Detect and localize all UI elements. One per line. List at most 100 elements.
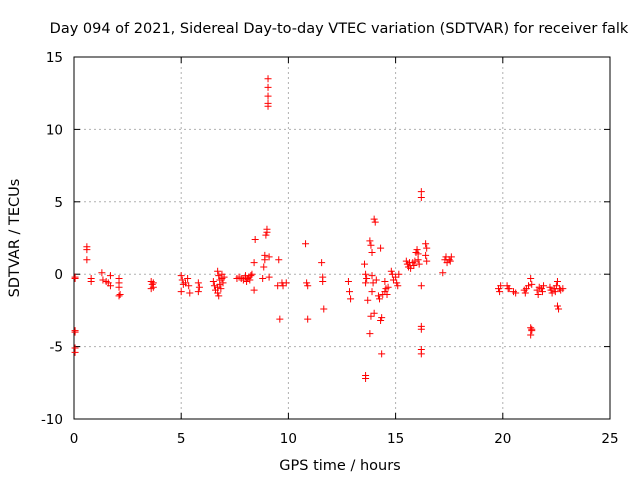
chart-title: Day 094 of 2021, Sidereal Day-to-day VTE… bbox=[50, 21, 629, 37]
data-point-plus bbox=[303, 279, 311, 287]
data-point-plus bbox=[265, 273, 273, 281]
data-point-plus bbox=[370, 309, 378, 317]
data-point-plus bbox=[528, 325, 536, 333]
data-point-plus bbox=[186, 289, 194, 297]
data-point-plus bbox=[263, 225, 271, 233]
data-point-plus bbox=[195, 283, 203, 291]
data-point-plus bbox=[217, 285, 225, 293]
data-point-plus bbox=[242, 272, 250, 280]
data-point-plus bbox=[553, 302, 561, 310]
data-point-plus bbox=[414, 256, 422, 264]
data-point-plus bbox=[344, 277, 352, 285]
data-point-plus bbox=[259, 275, 267, 283]
data-point-plus bbox=[393, 279, 401, 287]
data-point-plus bbox=[423, 257, 431, 265]
data-point-plus bbox=[264, 92, 272, 100]
data-point-plus bbox=[369, 279, 377, 287]
data-point-plus bbox=[512, 289, 520, 297]
data-point-plus bbox=[446, 257, 454, 265]
data-point-plus bbox=[559, 285, 567, 293]
data-point-plus bbox=[505, 285, 513, 293]
data-point-plus bbox=[540, 282, 548, 290]
data-point-plus bbox=[71, 328, 79, 336]
data-point-plus bbox=[555, 305, 563, 313]
data-point-plus bbox=[248, 270, 256, 278]
data-point-plus bbox=[552, 282, 560, 290]
data-point-plus bbox=[496, 288, 504, 296]
y-tick-label: 15 bbox=[46, 50, 63, 66]
data-point-plus bbox=[407, 264, 415, 272]
x-tick-labels: 0 5 10 15 20 25 bbox=[70, 431, 619, 447]
data-point-plus bbox=[368, 288, 376, 296]
data-point-plus bbox=[525, 282, 533, 290]
data-point-plus bbox=[497, 282, 505, 290]
data-point-plus bbox=[276, 315, 284, 323]
data-point-plus bbox=[177, 272, 185, 280]
data-points bbox=[71, 75, 567, 382]
axis-ticks bbox=[73, 56, 611, 420]
data-point-plus bbox=[215, 272, 223, 280]
data-point-plus bbox=[362, 270, 370, 278]
data-point-plus bbox=[415, 260, 423, 268]
data-point-plus bbox=[304, 282, 312, 290]
data-point-plus bbox=[184, 275, 192, 283]
data-point-plus bbox=[250, 286, 258, 294]
data-point-plus bbox=[245, 273, 253, 281]
x-tick-label: 25 bbox=[601, 431, 618, 447]
data-point-plus bbox=[246, 276, 254, 284]
data-point-plus bbox=[367, 312, 375, 320]
data-point-plus bbox=[185, 282, 193, 290]
data-point-plus bbox=[215, 292, 223, 300]
data-point-plus bbox=[364, 296, 372, 304]
data-point-plus bbox=[178, 276, 186, 284]
data-point-plus bbox=[422, 240, 430, 248]
data-point-plus bbox=[366, 330, 374, 338]
data-point-plus bbox=[384, 283, 392, 291]
data-point-plus bbox=[264, 99, 272, 107]
data-point-plus bbox=[387, 267, 395, 275]
data-point-plus bbox=[417, 193, 425, 201]
data-point-plus bbox=[318, 259, 326, 267]
data-point-plus bbox=[262, 231, 270, 239]
data-point-plus bbox=[388, 270, 396, 278]
data-point-plus bbox=[83, 256, 91, 264]
data-point-plus bbox=[377, 317, 385, 325]
data-point-plus bbox=[527, 331, 535, 339]
data-point-plus bbox=[264, 75, 272, 83]
data-point-plus bbox=[368, 272, 376, 280]
data-point-plus bbox=[275, 256, 283, 264]
data-point-plus bbox=[362, 374, 370, 382]
data-point-plus bbox=[177, 288, 185, 296]
data-point-plus bbox=[417, 282, 425, 290]
data-point-plus bbox=[346, 288, 354, 296]
data-point-plus bbox=[302, 240, 310, 248]
data-point-plus bbox=[106, 282, 114, 290]
plot-frame bbox=[73, 56, 611, 420]
data-point-plus bbox=[372, 276, 380, 284]
data-point-plus bbox=[378, 314, 386, 322]
y-tick-label: -10 bbox=[41, 412, 63, 428]
data-point-plus bbox=[106, 272, 114, 280]
x-tick-label: 10 bbox=[280, 431, 297, 447]
data-point-plus bbox=[548, 289, 556, 297]
data-point-plus bbox=[381, 277, 389, 285]
data-point-plus bbox=[392, 273, 400, 281]
data-point-plus bbox=[83, 243, 91, 251]
data-point-plus bbox=[376, 295, 384, 303]
data-point-plus bbox=[210, 282, 218, 290]
data-point-plus bbox=[439, 269, 447, 277]
data-point-plus bbox=[304, 315, 312, 323]
data-point-plus bbox=[347, 295, 355, 303]
data-point-plus bbox=[147, 285, 155, 293]
data-point-plus bbox=[115, 283, 123, 291]
data-point-plus bbox=[417, 350, 425, 358]
data-point-plus bbox=[402, 257, 410, 265]
data-point-plus bbox=[282, 279, 290, 287]
data-point-plus bbox=[264, 83, 272, 91]
data-point-plus bbox=[220, 273, 228, 281]
data-point-plus bbox=[250, 259, 258, 267]
data-point-plus bbox=[99, 276, 107, 284]
data-point-plus bbox=[411, 257, 419, 265]
grid-lines bbox=[74, 57, 610, 419]
